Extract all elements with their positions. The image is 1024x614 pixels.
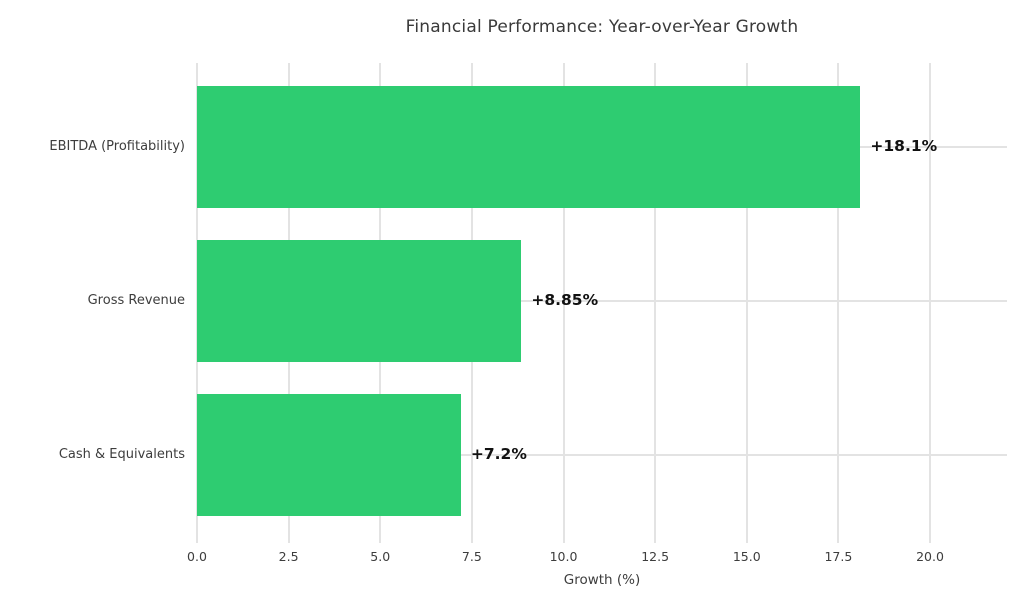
x-tick-label: 10.0: [549, 549, 578, 564]
x-tick-label: 7.5: [461, 549, 482, 564]
category-label: Gross Revenue: [87, 293, 185, 308]
y-gridline: [197, 454, 1007, 456]
bar: [197, 240, 522, 362]
x-tick-label: 17.5: [824, 549, 853, 564]
bar-value-label: +7.2%: [470, 445, 527, 463]
x-axis-label: Growth (%): [563, 572, 641, 588]
x-tick-label: 12.5: [641, 549, 670, 564]
x-tick-label: 5.0: [370, 549, 391, 564]
bar-value-label: +8.85%: [531, 291, 599, 309]
x-gridline: [745, 63, 748, 543]
x-tick-label: 15.0: [732, 549, 761, 564]
x-gridline: [929, 63, 932, 543]
bar: [197, 86, 861, 208]
x-tick-label: 0.0: [187, 549, 207, 564]
bar-value-label: +18.1%: [870, 137, 938, 155]
chart-title: Financial Performance: Year-over-Year Gr…: [405, 17, 799, 37]
y-gridline: [197, 300, 1007, 302]
x-tick-label: 2.5: [278, 549, 299, 564]
x-gridline: [654, 63, 657, 543]
x-tick-label: 20.0: [916, 549, 944, 564]
x-gridline: [562, 63, 565, 543]
plot-area: [196, 63, 1007, 543]
x-gridline: [837, 63, 840, 543]
category-label: EBITDA (Profitability): [49, 139, 185, 154]
category-label: Cash & Equivalents: [58, 447, 185, 462]
bar: [197, 394, 461, 516]
